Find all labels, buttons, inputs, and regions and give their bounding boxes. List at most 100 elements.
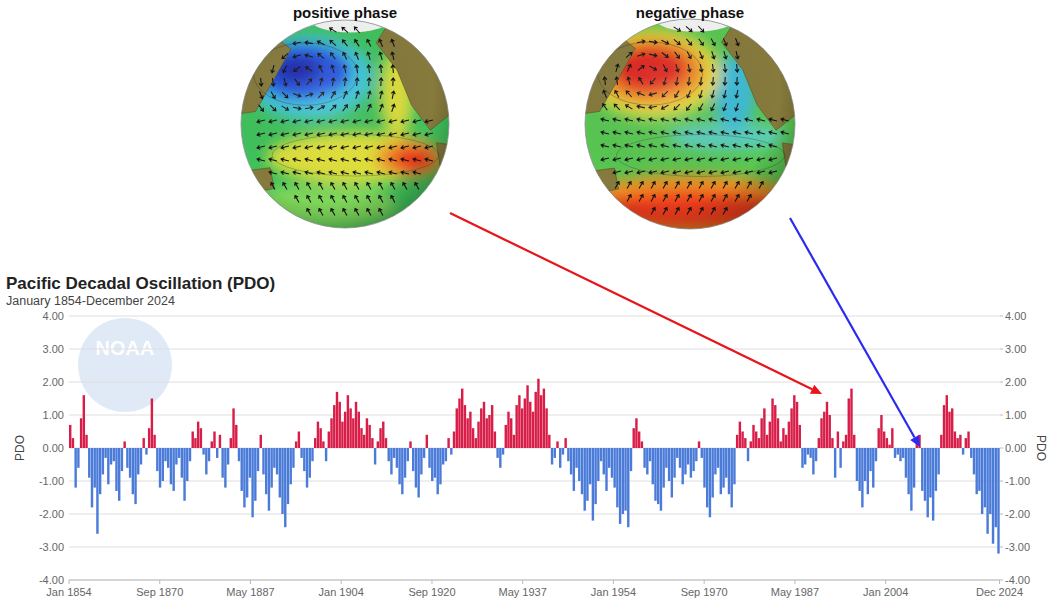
pdo-bar (608, 448, 610, 468)
x-tick (431, 580, 432, 584)
pdo-bar (235, 425, 237, 448)
globe (241, 8, 451, 228)
pdo-bar (99, 448, 101, 494)
pdo-bar (412, 448, 414, 471)
y2-tick-label: -3.00 (1005, 541, 1030, 553)
pdo-bar (366, 418, 368, 448)
y-tick-label: 3.00 (43, 343, 64, 355)
grid-line (69, 382, 1000, 383)
pdo-bar (167, 448, 169, 468)
pdo-bar (924, 448, 926, 501)
pdo-bar (807, 448, 809, 455)
pdo-bar (725, 448, 727, 478)
pdo-bar (270, 448, 272, 488)
pdo-bar (706, 448, 708, 507)
x-tick (159, 580, 160, 584)
pdo-bar (140, 448, 142, 465)
pdo-bar (578, 448, 580, 481)
pdo-bar (592, 448, 594, 521)
pdo-bar (521, 408, 523, 448)
pdo-bar (652, 448, 654, 484)
pdo-bar (513, 435, 515, 448)
pdo-bar (162, 448, 164, 481)
watermark: NOAA (78, 318, 172, 412)
pdo-bar (221, 448, 223, 478)
pdo-bar (314, 438, 316, 448)
pointer-arrow (450, 213, 822, 394)
pdo-bar (246, 448, 248, 498)
pdo-bar (954, 432, 956, 449)
pdo-bar (837, 432, 839, 449)
pdo-bar (782, 428, 784, 448)
pdo-bar (311, 448, 313, 461)
pdo-bar (965, 438, 967, 448)
x-tick-label: May 1887 (226, 586, 274, 598)
pdo-bar (398, 448, 400, 484)
pdo-bar (183, 448, 185, 501)
pdo-bar (464, 405, 466, 448)
pdo-bar (442, 448, 444, 465)
pdo-bar (613, 448, 615, 488)
pdo-bar (431, 448, 433, 481)
pdo-bar (584, 448, 586, 511)
pdo-bar (842, 441, 844, 448)
y2-tick-label: 2.00 (1005, 376, 1026, 388)
pdo-bar (788, 422, 790, 448)
pdo-bar (793, 395, 795, 448)
pdo-bar (417, 448, 419, 498)
pdo-bar (635, 418, 637, 448)
pdo-bar (192, 432, 194, 449)
pdo-bar (869, 448, 871, 471)
pdo-bar (358, 412, 360, 448)
pdo-bar (243, 448, 245, 507)
pdo-bar (720, 448, 722, 494)
pdo-bar (668, 448, 670, 481)
pdo-bar (780, 441, 782, 448)
pdo-bar (907, 448, 909, 494)
pdo-bar (407, 448, 409, 461)
pdo-bar (262, 448, 264, 474)
pdo-bar (456, 408, 458, 448)
x-tick-label: Jan 2004 (863, 586, 908, 598)
pdo-bar (230, 438, 232, 448)
y2-tick-label: -2.00 (1005, 508, 1030, 520)
pdo-bar (434, 448, 436, 478)
y-tick-label: 4.00 (43, 310, 64, 322)
pdo-bar (232, 408, 234, 448)
pdo-bar (997, 448, 999, 554)
pdo-bar (241, 448, 243, 491)
pdo-bar (600, 448, 602, 461)
pdo-bar (164, 448, 166, 461)
pdo-bar (959, 435, 961, 448)
pdo-bar (461, 389, 463, 448)
pdo-bar (875, 448, 877, 461)
pdo-bar (967, 432, 969, 449)
pdo-bar (905, 448, 907, 478)
pdo-bar (956, 438, 958, 448)
pdo-bar (570, 448, 572, 474)
pdo-bar (472, 428, 474, 448)
pdo-bar (935, 448, 937, 491)
pdo-bar (861, 448, 863, 507)
pdo-bar (319, 428, 321, 448)
pdo-bar (698, 441, 700, 448)
pdo-bar (281, 448, 283, 514)
y-tick-label: 1.00 (43, 409, 64, 421)
pdo-bar (129, 448, 131, 478)
pdo-bar (760, 418, 762, 448)
y-tick-label: -1.00 (39, 475, 64, 487)
globe-ocean (241, 20, 449, 228)
pdo-bar (491, 405, 493, 448)
pdo-bar (213, 432, 215, 449)
pdo-bar (251, 448, 253, 517)
pdo-bar (641, 441, 643, 448)
pdo-bar (279, 448, 281, 498)
pdo-bar (755, 432, 757, 449)
y-tick-label: -3.00 (39, 541, 64, 553)
pdo-bar (872, 448, 874, 488)
pdo-bar (309, 448, 311, 478)
x-tick (341, 580, 342, 584)
pointer-head (910, 435, 920, 447)
pdo-bar (532, 412, 534, 448)
pdo-bar (796, 402, 798, 448)
